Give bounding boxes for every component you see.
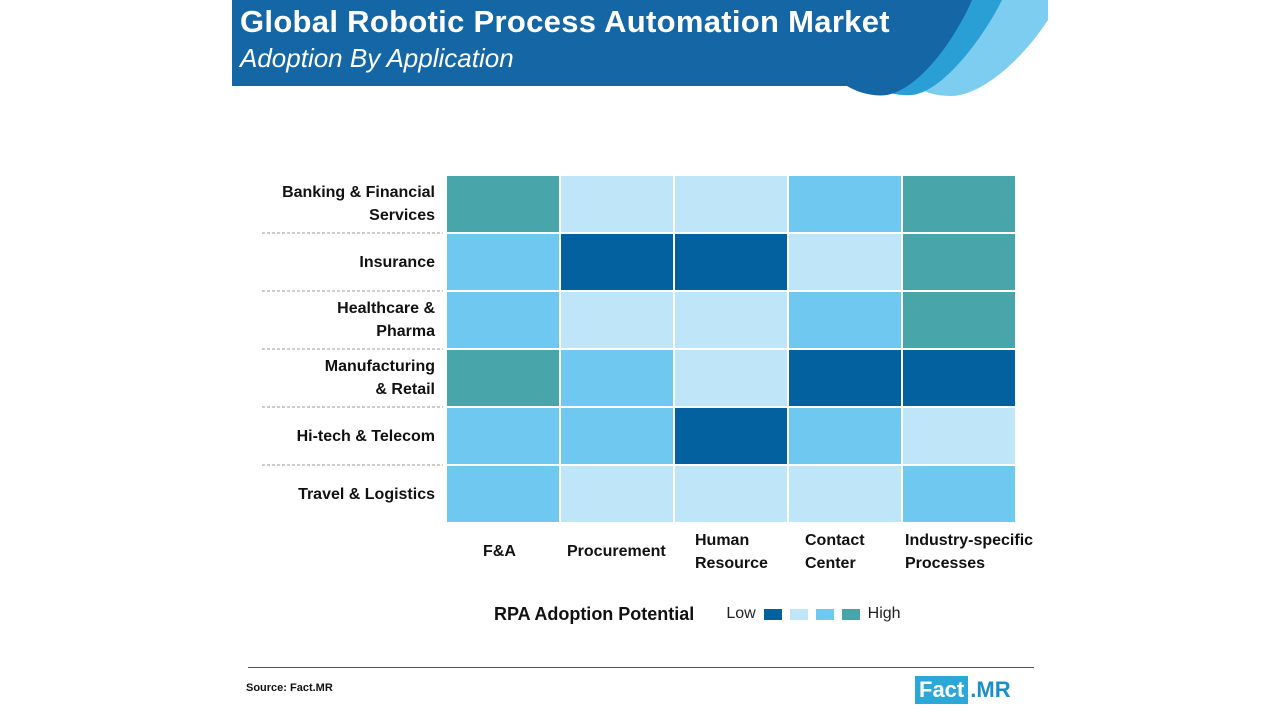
row-label: Hi-tech & Telecom <box>235 425 435 448</box>
heatmap-cell <box>447 408 559 464</box>
heatmap-cell <box>903 350 1015 406</box>
row-label-line: Healthcare & <box>337 300 435 317</box>
heatmap-cell <box>789 350 901 406</box>
column-label-line: Center <box>805 555 856 572</box>
heatmap-cell <box>903 234 1015 290</box>
logo-part-mr: .MR <box>970 677 1011 702</box>
heatmap-cell <box>789 292 901 348</box>
row-label-line: Travel & Logistics <box>298 485 435 503</box>
row-label-line: Insurance <box>359 253 435 271</box>
row-label: Manufacturing & Retail <box>235 355 435 401</box>
row-label: Healthcare & Pharma <box>235 297 435 343</box>
footer-divider <box>248 667 1034 668</box>
heatmap-cell <box>447 176 559 232</box>
column-label-line: Human <box>695 532 750 549</box>
legend-swatch-level-3 <box>815 608 834 620</box>
row-label-line: Pharma <box>376 323 435 340</box>
heatmap-cell <box>561 466 673 522</box>
legend-swatch-level-2 <box>789 608 808 620</box>
legend-title: RPA Adoption Potential <box>494 603 695 624</box>
heatmap-cell <box>675 350 787 406</box>
heatmap-cell <box>789 234 901 290</box>
column-label-line: Industry-specific <box>905 532 1034 549</box>
heatmap-cells <box>447 176 1015 522</box>
row-label: Travel & Logistics <box>235 483 435 506</box>
heatmap-cell <box>447 466 559 522</box>
legend-swatch-level-4 <box>841 608 860 620</box>
row-label: Banking & Financial Services <box>235 181 435 227</box>
column-label: Procurement <box>567 540 666 563</box>
heatmap-cell <box>447 350 559 406</box>
column-label: Contact Center <box>805 529 865 575</box>
heatmap-cell <box>675 176 787 232</box>
header-banner: Global Robotic Process Automation Market… <box>232 0 1048 100</box>
heatmap-cell <box>561 176 673 232</box>
legend-high-label: High <box>867 605 901 622</box>
row-label-line: Manufacturing <box>324 358 435 375</box>
heatmap-cell <box>789 408 901 464</box>
heatmap-cell <box>675 408 787 464</box>
row-label-line: & Retail <box>375 381 435 398</box>
heatmap-cell <box>789 176 901 232</box>
infographic-card: Global Robotic Process Automation Market… <box>232 0 1048 720</box>
heatmap-cell <box>675 234 787 290</box>
heatmap-cell <box>675 466 787 522</box>
heatmap-cell <box>561 292 673 348</box>
column-label-line: Procurement <box>567 543 666 560</box>
heatmap-cell <box>561 234 673 290</box>
heatmap-cell <box>447 292 559 348</box>
row-label-line: Banking & Financial <box>282 184 435 201</box>
chart-title: Global Robotic Process Automation Market <box>240 4 890 39</box>
legend: RPA Adoption Potential Low High <box>494 602 901 626</box>
legend-swatch-level-1 <box>763 608 782 620</box>
row-label-line: Hi-tech & Telecom <box>296 427 435 445</box>
column-label-line: F&A <box>483 543 516 560</box>
column-label: Industry-specific Processes <box>905 529 1033 575</box>
column-label-line: Processes <box>905 555 986 572</box>
logo-part-fact: Fact <box>915 676 969 704</box>
row-label-line: Services <box>369 207 435 224</box>
row-label: Insurance <box>235 251 435 274</box>
legend-low-label: Low <box>726 605 756 622</box>
chart-subtitle: Adoption By Application <box>240 43 514 73</box>
row-dividers <box>262 232 443 466</box>
heatmap-cell <box>903 176 1015 232</box>
heatmap-cell <box>789 466 901 522</box>
column-label-line: Contact <box>805 532 865 549</box>
factmr-logo: Fact .MR <box>915 676 1011 704</box>
column-label: Human Resource <box>695 529 768 575</box>
column-label-line: Resource <box>695 555 768 572</box>
heatmap-chart <box>262 176 1015 522</box>
heatmap-cell <box>903 292 1015 348</box>
source-note: Source: Fact.MR <box>246 682 333 694</box>
column-label: F&A <box>483 540 516 563</box>
heatmap-cell <box>903 466 1015 522</box>
heatmap-cell <box>903 408 1015 464</box>
heatmap-cell <box>561 350 673 406</box>
heatmap-cell <box>675 292 787 348</box>
heatmap-cell <box>561 408 673 464</box>
heatmap-cell <box>447 234 559 290</box>
banner-graphic <box>232 0 1048 96</box>
